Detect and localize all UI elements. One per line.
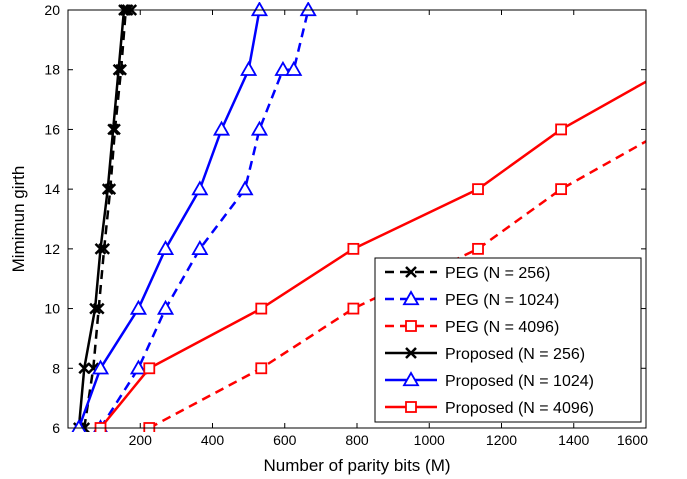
data-point (191, 240, 209, 256)
data-point (240, 60, 258, 76)
legend-label: PEG (N = 256) (445, 265, 550, 282)
legend-label: PEG (N = 4096) (445, 319, 559, 336)
data-point (91, 359, 110, 375)
data-point (236, 180, 254, 196)
data-point (129, 359, 147, 375)
plot-frame (67, 9, 647, 429)
x-tick-label: 400 (201, 432, 225, 448)
legend-marker (405, 320, 417, 332)
y-tick-label: 12 (44, 241, 60, 257)
legend-marker (405, 347, 417, 359)
data-point (555, 123, 568, 136)
data-point (143, 362, 156, 375)
data-point (156, 299, 175, 315)
data-point (156, 240, 175, 256)
y-tick-label: 14 (44, 181, 60, 197)
data-point (89, 302, 101, 315)
data-point (347, 302, 360, 315)
legend-item: Proposed (N = 256) (385, 346, 585, 363)
legend-item: PEG (N = 256) (385, 265, 550, 282)
data-point (250, 120, 269, 136)
data-point (112, 63, 125, 76)
x-tick-label: 200 (129, 432, 153, 448)
data-point (555, 183, 568, 196)
data-point (472, 183, 484, 196)
data-point (71, 419, 87, 432)
legend-label: Proposed (N = 4096) (445, 400, 594, 417)
series-line (77, 9, 261, 429)
legend-label: Proposed (N = 1024) (445, 373, 594, 390)
data-point (129, 299, 147, 315)
axis-layer: 200 400 600 800 1000 1200 1400 1600 6 8 10 12 14 16 18… (44, 2, 648, 448)
legend-marker (402, 290, 420, 306)
legend-item: PEG (N = 4096) (385, 319, 559, 336)
y-tick-label: 18 (44, 62, 60, 78)
legend: PEG (N = 256) PEG (N = 1024) PEG (N = 4096… (374, 257, 642, 423)
data-point (250, 2, 269, 17)
legend-item: PEG (N = 1024) (385, 290, 559, 309)
data-point (255, 302, 268, 315)
y-tick-label: 6 (52, 420, 60, 436)
x-tick-label: 1400 (558, 432, 589, 448)
data-point (299, 2, 317, 17)
series-4 (71, 2, 269, 432)
data-point (472, 242, 484, 255)
y-axis-title: Mimimun girth (9, 166, 28, 273)
data-point (347, 242, 360, 255)
legend-item: Proposed (N = 1024) (385, 371, 594, 390)
data-point (212, 120, 231, 136)
legend-marker (402, 371, 420, 387)
legend-marker (405, 401, 417, 413)
legend-label: PEG (N = 1024) (445, 292, 559, 309)
data-point (191, 180, 209, 196)
x-tick-label: 1000 (414, 432, 445, 448)
x-tick-label: 1200 (486, 432, 517, 448)
y-tick-label: 8 (52, 360, 60, 376)
x-tick-label: 800 (345, 432, 369, 448)
legend-marker (405, 266, 417, 278)
legend-box (374, 257, 642, 423)
data-point (274, 60, 292, 76)
x-tick-label: 600 (273, 432, 297, 448)
data-point (107, 123, 120, 136)
x-axis-title: Number of parity bits (M) (263, 456, 450, 475)
y-tick-label: 10 (44, 301, 60, 317)
y-tick-label: 20 (44, 2, 60, 18)
data-point (101, 183, 114, 196)
data-point (285, 60, 303, 76)
x-tick-label: 1600 (617, 432, 648, 448)
data-point (94, 242, 107, 255)
series-5 (94, 80, 646, 432)
legend-item: Proposed (N = 4096) (385, 400, 594, 417)
legend-label: Proposed (N = 256) (445, 346, 585, 363)
y-tick-label: 16 (44, 121, 60, 137)
data-point (255, 362, 268, 375)
data-point (78, 362, 91, 375)
